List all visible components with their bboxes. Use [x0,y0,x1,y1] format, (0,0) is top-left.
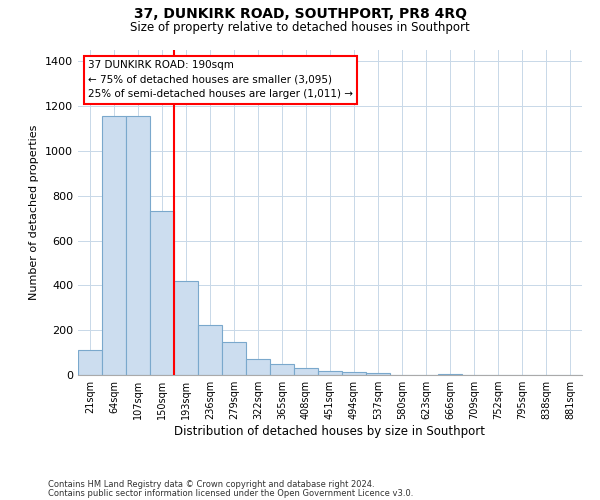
Bar [198,325,222,375]
X-axis label: Distribution of detached houses by size in Southport: Distribution of detached houses by size … [175,425,485,438]
Y-axis label: Number of detached properties: Number of detached properties [29,125,40,300]
Bar [150,212,174,375]
Text: 37, DUNKIRK ROAD, SOUTHPORT, PR8 4RQ: 37, DUNKIRK ROAD, SOUTHPORT, PR8 4RQ [133,8,467,22]
Bar [126,116,150,375]
Bar [78,350,102,375]
Bar [294,368,318,375]
Bar [174,282,198,375]
Bar [318,371,342,375]
Text: Contains HM Land Registry data © Crown copyright and database right 2024.: Contains HM Land Registry data © Crown c… [48,480,374,489]
Bar [102,116,126,375]
Text: 37 DUNKIRK ROAD: 190sqm
← 75% of detached houses are smaller (3,095)
25% of semi: 37 DUNKIRK ROAD: 190sqm ← 75% of detache… [88,60,353,100]
Bar [222,342,246,375]
Bar [366,373,390,375]
Text: Size of property relative to detached houses in Southport: Size of property relative to detached ho… [130,21,470,34]
Bar [270,364,294,375]
Bar [438,374,462,375]
Text: Contains public sector information licensed under the Open Government Licence v3: Contains public sector information licen… [48,489,413,498]
Bar [246,358,270,375]
Bar [342,372,366,375]
